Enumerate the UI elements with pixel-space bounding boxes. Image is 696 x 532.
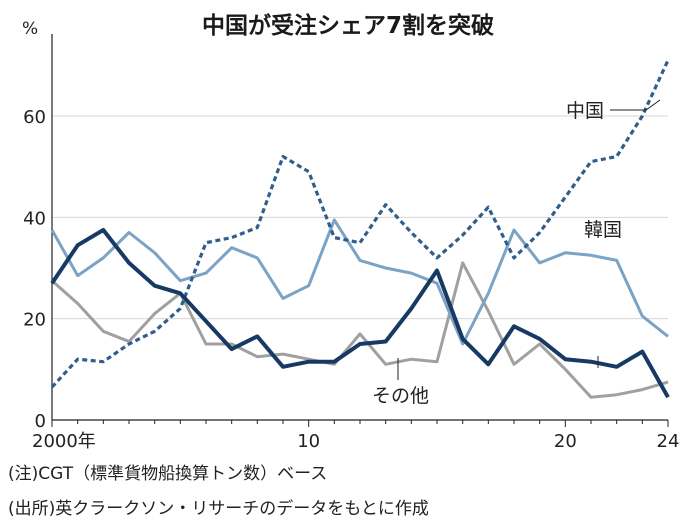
gridlines bbox=[52, 115, 668, 320]
series-line-japan bbox=[51, 261, 669, 399]
note-cgt: (注)CGT（標準貨物船換算トン数）ベース bbox=[8, 464, 328, 484]
series-label-korea: 韓国 bbox=[584, 219, 622, 241]
y-axis-unit-label: % bbox=[22, 19, 38, 39]
note-source: (出所)英クラークソン・リサーチのデータをもとに作成 bbox=[8, 499, 429, 519]
y-tick-label-60: 60 bbox=[23, 107, 46, 128]
axes: 0 20 40 60% 2000年 10 20 24 bbox=[22, 19, 679, 452]
x-tick-label-2010: 10 bbox=[297, 431, 320, 452]
series-line-china bbox=[50, 59, 670, 389]
series-label-china: 中国 bbox=[566, 100, 604, 122]
x-tick-label-2024: 24 bbox=[657, 431, 680, 452]
chart-title: 中国が受注シェア7割を突破 bbox=[201, 13, 494, 39]
x-tick-label-2020: 20 bbox=[554, 431, 577, 452]
leader-line-china bbox=[610, 99, 661, 111]
series-lines bbox=[50, 59, 670, 399]
series-line-korea bbox=[50, 218, 669, 346]
series-label-other: その他 bbox=[372, 385, 429, 407]
y-tick-label-20: 20 bbox=[23, 310, 46, 331]
y-tick-label-40: 40 bbox=[23, 208, 46, 229]
y-tick-label-0: 0 bbox=[35, 411, 46, 432]
x-tick-label-2000: 2000年 bbox=[32, 431, 96, 452]
series-line-other bbox=[50, 228, 670, 399]
